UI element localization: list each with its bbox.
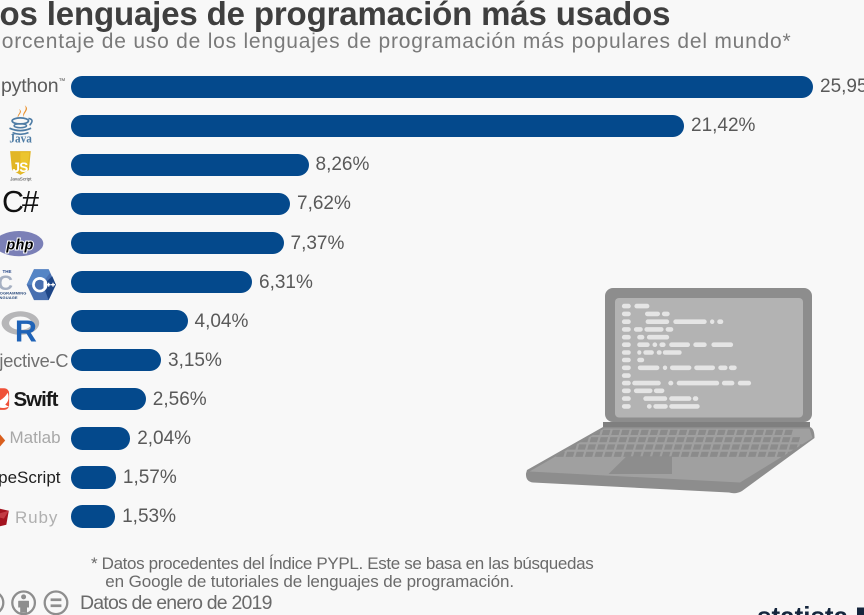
svg-text:J: J [13, 160, 21, 175]
svg-text:php: php [5, 237, 33, 253]
svg-text:JavaScript: JavaScript [10, 177, 32, 182]
svg-text:THE: THE [3, 269, 12, 274]
svg-text:LANGUAGE: LANGUAGE [0, 295, 18, 300]
svg-text:Java: Java [9, 130, 32, 145]
svg-text:S: S [19, 160, 28, 175]
svg-text:R: R [15, 314, 37, 348]
svg-text:C: C [0, 271, 13, 295]
svg-text:PROGRAMMING: PROGRAMMING [0, 290, 26, 295]
